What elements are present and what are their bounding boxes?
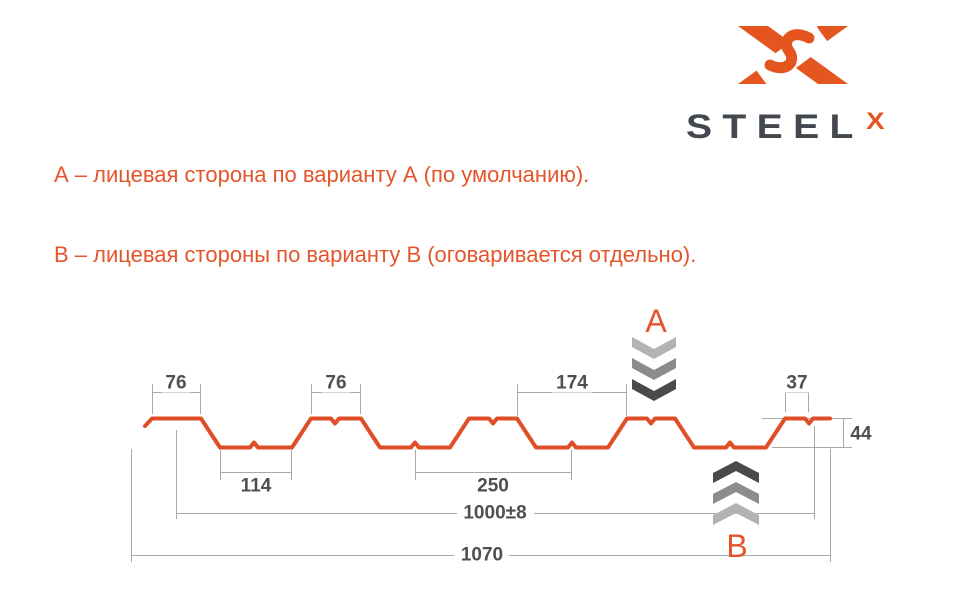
variant-a-arrows-icon: [632, 337, 676, 401]
dim-edge-overlap: 37: [782, 373, 812, 393]
dim-overall-width: 1070: [456, 545, 508, 565]
profile-outline: [143, 416, 832, 450]
dimension-lines: [131, 384, 852, 562]
variant-a-note: А – лицевая сторона по варианту А (по ум…: [54, 162, 590, 187]
variant-b-arrows-icon: [713, 461, 759, 525]
dim-crest-left: 76: [161, 373, 191, 393]
dim-valley-bottom: 114: [236, 476, 276, 496]
brand-name: STEEL: [686, 108, 864, 146]
brand-sup-x: X: [866, 108, 885, 135]
dim-crest-mid: 76: [321, 373, 351, 393]
dim-profile-height: 44: [846, 424, 876, 444]
dim-rib-pitch: 250: [473, 476, 513, 496]
dim-top-opening: 174: [552, 373, 592, 393]
brand-wordmark: STEELX: [686, 108, 884, 147]
steelx-logo-icon: [738, 24, 848, 88]
dim-cover-width: 1000±8: [459, 503, 531, 523]
logo-x-s-curve: [764, 29, 815, 74]
variant-a-marker: A: [645, 303, 667, 339]
variant-b-marker: B: [726, 528, 748, 564]
variant-b-note: В – лицевая стороны по варианту В (огова…: [54, 242, 697, 267]
